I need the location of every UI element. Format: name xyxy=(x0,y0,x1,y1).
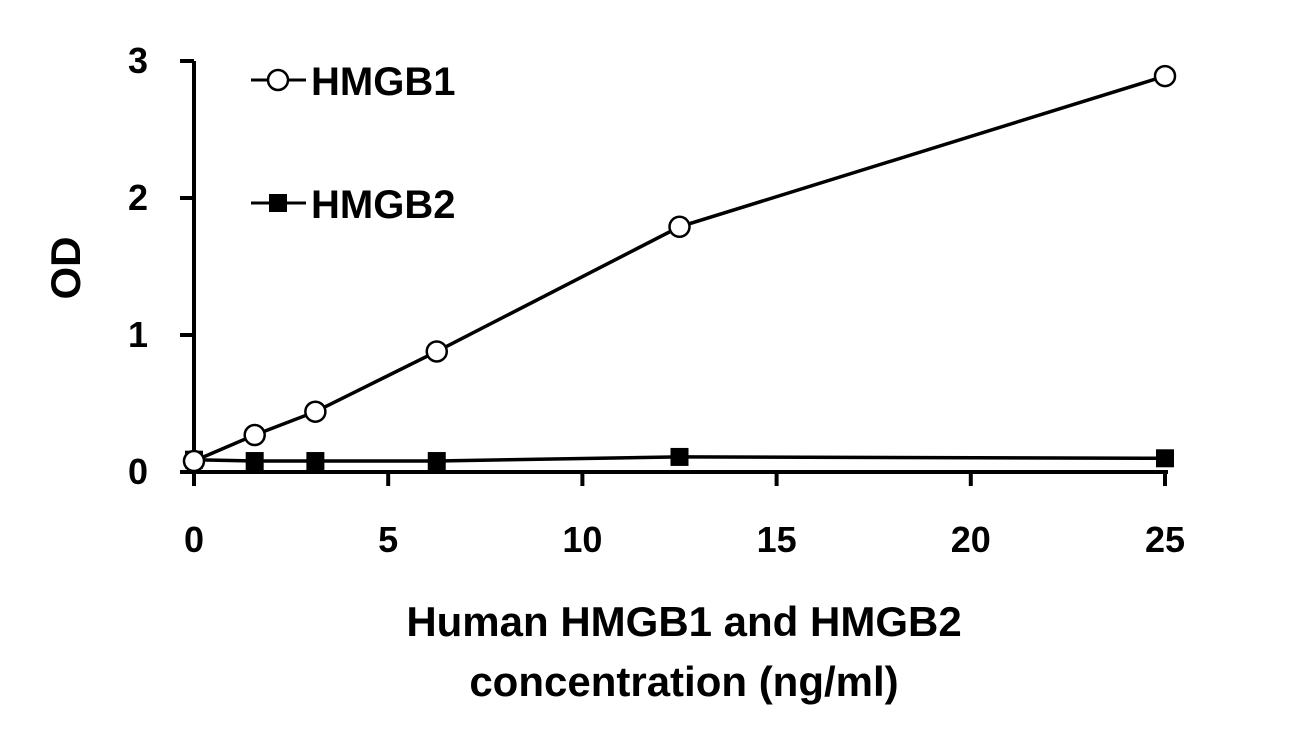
x-axis-title-line1: Human HMGB1 and HMGB2 xyxy=(406,598,961,645)
x-axis-title-line2: concentration (ng/ml) xyxy=(469,658,898,705)
y-tick-label: 3 xyxy=(128,40,148,81)
hmgb2-point xyxy=(245,452,264,471)
hmgb1-point xyxy=(668,215,691,239)
x-tick-label: 15 xyxy=(757,519,797,560)
y-tick-label: 1 xyxy=(128,314,148,355)
hmgb1-point xyxy=(304,400,327,423)
x-tick-label: 5 xyxy=(378,519,398,560)
hmgb1-legend-label: HMGB1 xyxy=(311,60,455,104)
hmgb1-point xyxy=(425,340,448,363)
series-layer xyxy=(182,64,1177,473)
hmgb2-legend-label: HMGB2 xyxy=(311,183,455,227)
hmgb2-point xyxy=(427,452,446,471)
hmgb1-point xyxy=(243,423,266,447)
hmgb1-point xyxy=(1153,64,1177,88)
hmgb1-legend-marker xyxy=(266,68,290,92)
x-tick-label: 20 xyxy=(951,519,991,560)
x-tick-label: 0 xyxy=(184,519,204,560)
legend: HMGB1 HMGB2 xyxy=(251,60,455,227)
x-tick-label: 10 xyxy=(562,519,602,560)
hmgb2-series-line xyxy=(193,455,1166,463)
hmgb2-point xyxy=(670,447,689,466)
hmgb1-series-line xyxy=(193,74,1166,463)
hmgb2-legend-marker xyxy=(269,194,287,212)
x-tick-label: 25 xyxy=(1145,519,1185,560)
y-axis-title: OD xyxy=(42,237,89,300)
y-tick-label: 0 xyxy=(128,451,148,492)
axes: 0 1 2 3 0 5 10 15 20 25 xyxy=(128,40,1185,560)
hmgb1-point xyxy=(182,449,206,473)
hmgb2-point xyxy=(1156,449,1174,468)
y-tick-label: 2 xyxy=(128,177,148,218)
hmgb2-point xyxy=(306,452,325,471)
